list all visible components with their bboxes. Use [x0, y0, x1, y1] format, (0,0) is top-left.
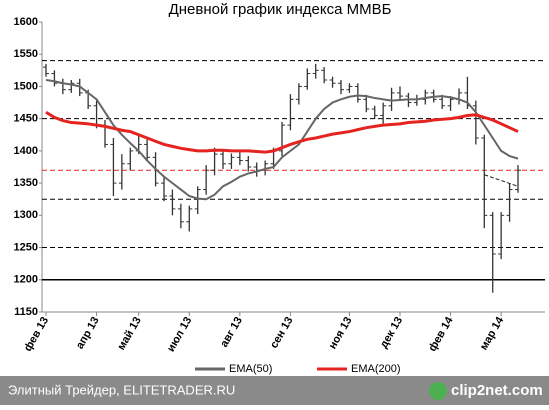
- footer-logo: clip2net.com: [451, 382, 543, 399]
- y-tick-label: 1400: [14, 145, 38, 157]
- y-tick-label: 1150: [14, 306, 38, 318]
- legend-label: EMA(200): [351, 363, 401, 375]
- y-tick-label: 1550: [14, 48, 38, 60]
- ema-line: [45, 110, 519, 154]
- y-tick-label: 1200: [14, 274, 38, 286]
- chart-title: Дневной график индекса ММВБ: [169, 1, 392, 18]
- logo-icon: [429, 382, 447, 400]
- y-tick-label: 1350: [14, 177, 38, 189]
- footer-source: Элитный Трейдер, ELITETRADER.RU: [8, 382, 235, 397]
- legend-label: EMA(50): [229, 363, 272, 375]
- y-tick-label: 1600: [14, 16, 38, 28]
- y-tick-label: 1300: [14, 209, 38, 221]
- footer-bar: [0, 376, 549, 405]
- y-tick-label: 1450: [14, 113, 38, 125]
- y-tick-label: 1250: [14, 241, 38, 253]
- y-tick-label: 1500: [14, 80, 38, 92]
- ema-line: [45, 79, 519, 201]
